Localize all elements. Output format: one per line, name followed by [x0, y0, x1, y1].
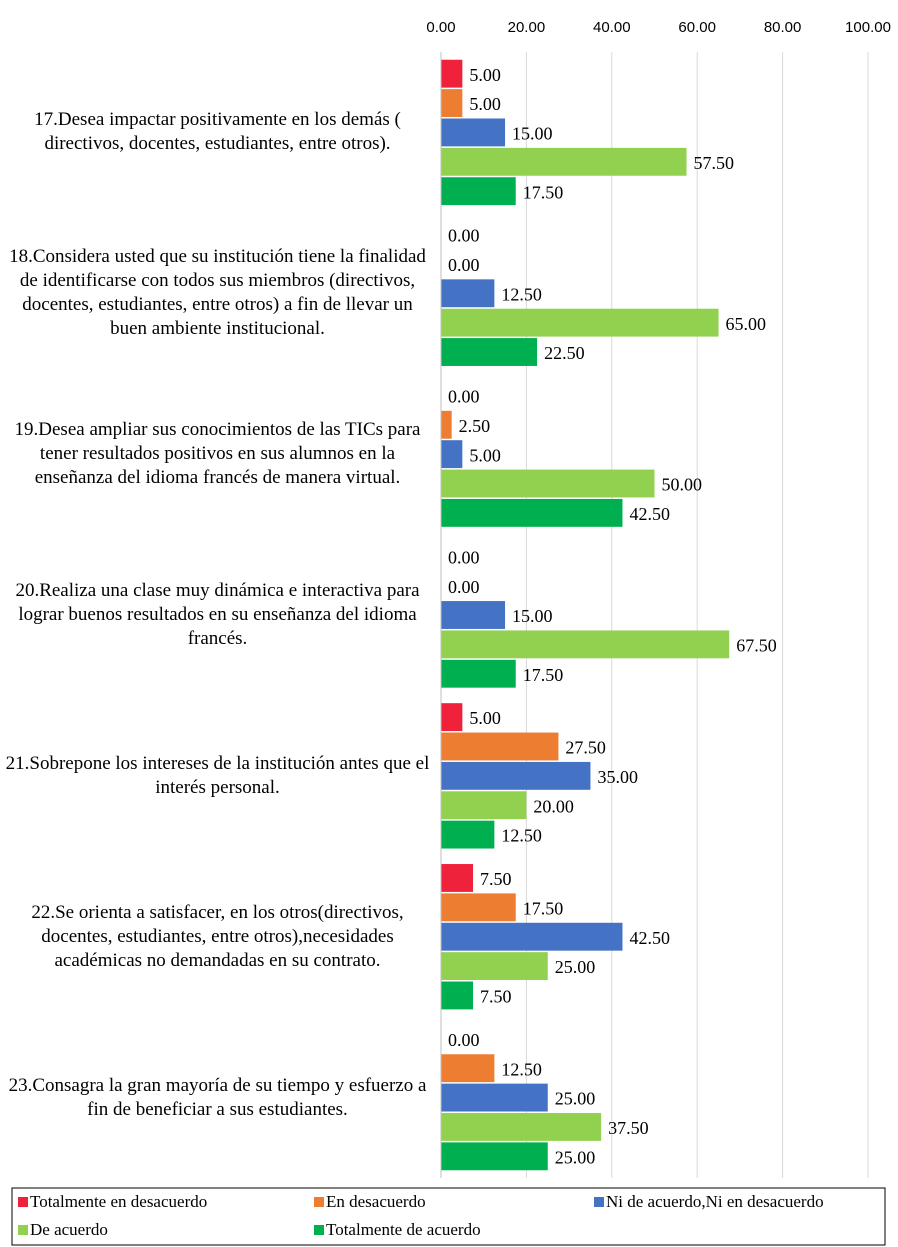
- category-label-box: 17.Desea impactar positivamente en los d…: [34, 109, 401, 155]
- data-label: 25.00: [555, 1089, 596, 1109]
- category-label-box: 18.Considera usted que su institución ti…: [9, 246, 426, 340]
- data-label: 7.50: [480, 869, 512, 889]
- data-label: 15.00: [512, 124, 553, 144]
- category-label: 22.Se orienta a satisfacer, en los otros…: [31, 901, 404, 971]
- bar: [441, 630, 730, 659]
- bar: [441, 1083, 548, 1112]
- data-label: 37.50: [608, 1118, 649, 1138]
- bar: [441, 118, 506, 147]
- data-label: 25.00: [555, 957, 596, 977]
- data-label: 0.00: [448, 226, 480, 246]
- category-label: 20.Realiza una clase muy dinámica e inte…: [15, 579, 420, 649]
- legend-box: [11, 1187, 886, 1246]
- bar: [441, 864, 474, 892]
- bar: [441, 410, 452, 439]
- category-label: 18.Considera usted que su institución ti…: [9, 246, 426, 340]
- data-label: 5.00: [469, 65, 501, 85]
- category-label: 21.Sobrepone los intereses de la institu…: [5, 752, 430, 798]
- data-label: 50.00: [662, 475, 703, 495]
- data-label: 5.00: [469, 708, 501, 728]
- x-tick-label: 40.00: [593, 19, 631, 36]
- category-label: 19.Desea ampliar sus conocimientos de la…: [14, 419, 421, 489]
- bar: [441, 279, 495, 308]
- data-label: 2.50: [459, 416, 491, 436]
- data-label: 22.50: [544, 343, 585, 363]
- bar: [441, 1142, 548, 1171]
- bar: [441, 820, 495, 849]
- bar: [441, 498, 623, 527]
- data-label: 0.00: [448, 547, 480, 567]
- data-label: 17.50: [523, 898, 564, 918]
- bar: [441, 338, 538, 366]
- bar: [441, 703, 463, 732]
- data-label: 0.00: [448, 577, 480, 597]
- data-label: 0.00: [448, 255, 480, 275]
- category-label-box: 19.Desea ampliar sus conocimientos de la…: [14, 419, 421, 489]
- bar: [441, 469, 655, 498]
- legend-label: En desacuerdo: [326, 1192, 426, 1211]
- bar: [441, 177, 516, 206]
- data-label: 5.00: [469, 445, 501, 465]
- data-label: 35.00: [597, 767, 638, 787]
- x-tick-label: 20.00: [508, 19, 546, 36]
- legend-label: Totalmente en desacuerdo: [30, 1192, 207, 1211]
- x-tick-label: 0.00: [426, 19, 455, 36]
- data-label: 17.50: [523, 665, 564, 685]
- legend-swatch: [18, 1197, 28, 1207]
- data-label: 42.50: [629, 928, 670, 948]
- bar: [441, 732, 559, 761]
- legend-swatch: [314, 1197, 324, 1207]
- data-label: 7.50: [480, 987, 512, 1007]
- data-label: 12.50: [501, 284, 542, 304]
- bar: [441, 761, 591, 790]
- x-tick-label: 80.00: [764, 19, 802, 36]
- bar: [441, 440, 463, 469]
- data-label: 15.00: [512, 606, 553, 626]
- data-label: 17.50: [523, 182, 564, 202]
- x-tick-label: 60.00: [678, 19, 716, 36]
- bar: [441, 601, 506, 629]
- bar: [441, 981, 474, 1010]
- category-label-box: 22.Se orienta a satisfacer, en los otros…: [31, 901, 404, 971]
- data-label: 42.50: [629, 504, 670, 524]
- bar: [441, 893, 516, 922]
- legend-swatch: [314, 1225, 324, 1235]
- category-label: 17.Desea impactar positivamente en los d…: [34, 109, 401, 155]
- data-label: 57.50: [694, 153, 735, 173]
- bar: [441, 1113, 602, 1141]
- category-label-box: 23.Consagra la gran mayoría de su tiempo…: [8, 1074, 427, 1120]
- data-label: 65.00: [726, 314, 767, 334]
- bar: [441, 922, 623, 951]
- bar: [441, 89, 463, 117]
- data-label: 20.00: [533, 796, 574, 816]
- legend-swatch: [18, 1225, 28, 1235]
- category-label-box: 20.Realiza una clase muy dinámica e inte…: [15, 579, 420, 649]
- legend-label: Totalmente de acuerdo: [326, 1220, 481, 1239]
- data-label: 5.00: [469, 94, 501, 114]
- data-label: 0.00: [448, 387, 480, 407]
- data-label: 12.50: [501, 826, 542, 846]
- data-label: 25.00: [555, 1147, 596, 1167]
- bar: [441, 952, 548, 981]
- data-label: 27.50: [565, 738, 606, 758]
- data-label: 67.50: [736, 635, 777, 655]
- legend-label: Ni de acuerdo,Ni en desacuerdo: [606, 1192, 824, 1211]
- bar: [441, 1054, 495, 1083]
- bar: [441, 791, 527, 820]
- category-label: 23.Consagra la gran mayoría de su tiempo…: [8, 1074, 427, 1120]
- bar: [441, 308, 719, 337]
- data-label: 0.00: [448, 1030, 480, 1050]
- legend-swatch: [594, 1197, 604, 1207]
- data-label: 12.50: [501, 1059, 542, 1079]
- legend-label: De acuerdo: [30, 1220, 108, 1239]
- bar: [441, 59, 463, 88]
- category-label-box: 21.Sobrepone los intereses de la institu…: [5, 752, 430, 798]
- bar: [441, 659, 516, 688]
- bar: [441, 147, 687, 176]
- x-tick-label: 100.00: [845, 19, 891, 36]
